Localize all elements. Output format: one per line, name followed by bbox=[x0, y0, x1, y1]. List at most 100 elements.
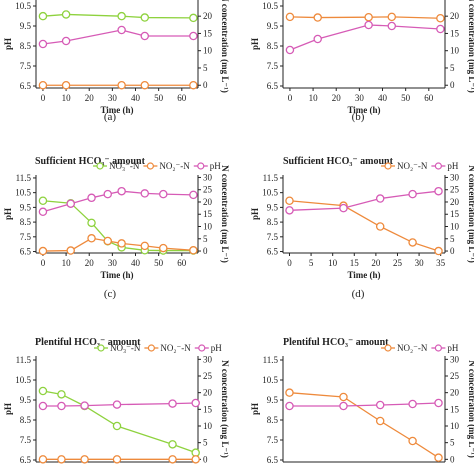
data-point-ph bbox=[117, 25, 126, 35]
data-point-ph bbox=[66, 199, 75, 208]
data-point-ph bbox=[285, 401, 294, 411]
y-tick-label: 11.5 bbox=[263, 173, 279, 183]
legend-label-no3: NO₃⁻-N bbox=[109, 161, 140, 171]
x-tick-label: 50 bbox=[154, 93, 164, 103]
x-axis-label: Time (h) bbox=[100, 105, 133, 115]
legend-label-no2: NO₂⁻-N bbox=[159, 161, 190, 171]
data-point-no3 bbox=[112, 421, 122, 431]
y2-tick-label: 15 bbox=[450, 28, 460, 38]
x-tick-label: 0 bbox=[288, 93, 293, 103]
data-point-no2 bbox=[364, 12, 373, 22]
y-tick-label: 8.5 bbox=[267, 415, 279, 425]
legend-marker-ph bbox=[198, 344, 206, 352]
y2-tick-label: 5 bbox=[450, 234, 455, 244]
y2-tick-label: 15 bbox=[450, 404, 460, 414]
data-point-no3 bbox=[87, 218, 96, 228]
data-point-no2 bbox=[436, 13, 445, 23]
y-tick-label: 11.5 bbox=[16, 173, 32, 183]
y2-axis-label: N concentration (mg L⁻¹) bbox=[467, 0, 474, 93]
y-tick-label: 6.5 bbox=[267, 455, 279, 465]
data-point-no2 bbox=[285, 12, 295, 22]
data-point-ph bbox=[436, 24, 445, 34]
x-tick-label: 0 bbox=[41, 258, 46, 268]
y2-tick-label: 25 bbox=[450, 371, 460, 381]
data-point-no2 bbox=[387, 12, 397, 22]
data-point-ph bbox=[375, 194, 385, 203]
y-tick-label: 11.5 bbox=[263, 355, 279, 365]
legend-marker-no3 bbox=[97, 344, 105, 352]
y-tick-label: 9.5 bbox=[267, 21, 279, 31]
data-point-ph bbox=[140, 31, 150, 41]
y-tick-label: 10.5 bbox=[262, 188, 278, 198]
data-point-no2 bbox=[285, 388, 294, 397]
y2-tick-label: 5 bbox=[203, 63, 208, 73]
y-tick-label: 8.5 bbox=[20, 41, 32, 51]
data-point-no2 bbox=[38, 455, 48, 464]
data-point-ph bbox=[189, 31, 198, 41]
data-point-ph bbox=[159, 189, 168, 199]
y-tick-label: 7.5 bbox=[267, 435, 279, 445]
data-point-ph bbox=[375, 400, 385, 410]
panel-label: (a) bbox=[104, 111, 117, 123]
data-point-no3 bbox=[38, 196, 48, 206]
y2-axis-label: N concentration (mg L⁻¹) bbox=[467, 165, 474, 263]
data-point-ph bbox=[87, 193, 96, 203]
panel-a: 6.5 7.5 8.5 9.5 10.5 0 5 10 15 20 0 10 20 30 40 50 60 pH N… bbox=[3, 0, 230, 115]
data-point-no2 bbox=[434, 453, 443, 462]
data-point-no2 bbox=[140, 80, 150, 90]
legend-label-ph: pH bbox=[447, 161, 459, 171]
x-tick-label: 15 bbox=[350, 258, 360, 268]
data-point-ph bbox=[57, 401, 66, 411]
x-tick-label: 10 bbox=[328, 258, 338, 268]
y2-axis-label: N concentration (mg L⁻¹) bbox=[220, 0, 230, 93]
y2-tick-label: 30 bbox=[203, 354, 213, 364]
data-point-no2 bbox=[103, 236, 112, 246]
x-tick-label: 40 bbox=[131, 93, 141, 103]
y-tick-label: 10.5 bbox=[262, 375, 278, 385]
x-tick-label: 10 bbox=[62, 93, 72, 103]
y2-tick-label: 20 bbox=[450, 388, 460, 398]
data-point-ph bbox=[80, 401, 89, 410]
chart-title: Sufficient HCO₃⁻ amount bbox=[283, 156, 394, 167]
x-tick-label: 30 bbox=[108, 258, 118, 268]
y2-tick-label: 20 bbox=[450, 197, 460, 207]
legend-marker-ph bbox=[434, 162, 442, 170]
y2-tick-label: 20 bbox=[203, 388, 213, 398]
y-tick-label: 7.5 bbox=[267, 232, 279, 242]
y2-tick-label: 15 bbox=[203, 209, 213, 219]
data-point-no2 bbox=[189, 246, 198, 255]
y2-tick-label: 0 bbox=[450, 246, 455, 256]
y-axis-label: pH bbox=[250, 403, 260, 415]
y2-tick-label: 0 bbox=[203, 454, 208, 464]
y2-tick-label: 10 bbox=[450, 46, 460, 56]
y-tick-label: 9.5 bbox=[267, 395, 279, 405]
legend-marker-ph bbox=[434, 344, 442, 352]
legend-marker-no2 bbox=[384, 162, 392, 170]
y2-tick-label: 25 bbox=[203, 185, 213, 195]
data-point-ph bbox=[191, 398, 200, 408]
data-point-no2 bbox=[117, 239, 126, 248]
y-tick-label: 8.5 bbox=[267, 217, 279, 227]
x-tick-label: 50 bbox=[401, 93, 411, 103]
y2-tick-label: 0 bbox=[450, 80, 455, 90]
y2-tick-label: 30 bbox=[203, 172, 213, 182]
data-point-no3 bbox=[38, 11, 48, 21]
data-point-no3 bbox=[57, 390, 66, 399]
data-point-ph bbox=[61, 36, 71, 46]
panel-label: (b) bbox=[352, 111, 365, 123]
y2-tick-label: 30 bbox=[450, 172, 460, 182]
x-tick-label: 30 bbox=[415, 258, 425, 268]
data-point-ph bbox=[339, 401, 348, 411]
data-point-ph bbox=[408, 189, 417, 199]
y-tick-label: 7.5 bbox=[20, 61, 32, 71]
y2-tick-label: 15 bbox=[450, 209, 460, 219]
data-point-ph bbox=[140, 189, 150, 198]
legend-label-no2: NO₂⁻-N bbox=[160, 343, 191, 353]
x-tick-label: 50 bbox=[154, 258, 164, 268]
y-axis-label: pH bbox=[3, 403, 13, 415]
data-point-no2 bbox=[375, 416, 385, 426]
y-tick-label: 10.5 bbox=[15, 188, 31, 198]
